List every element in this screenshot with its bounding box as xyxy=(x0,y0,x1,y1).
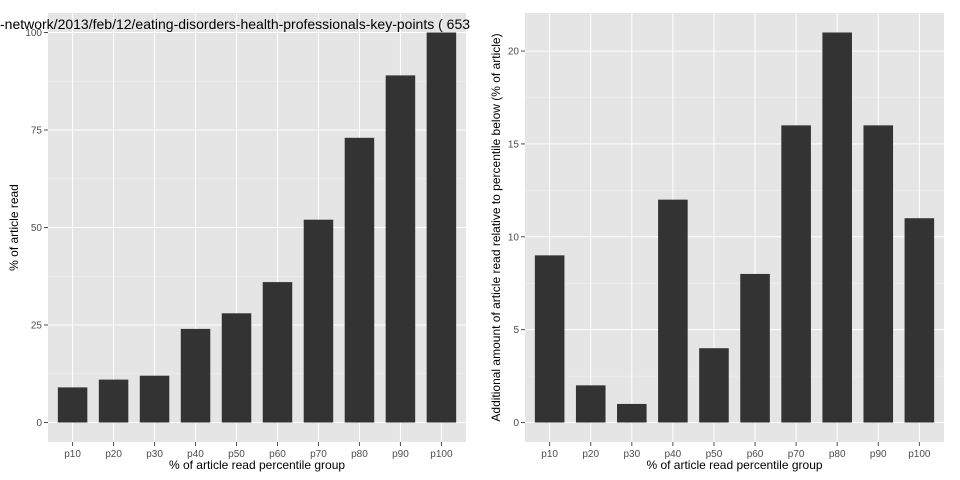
x-tick-label: p80 xyxy=(351,449,368,460)
y-tick-label: 0 xyxy=(36,418,42,429)
bar-p40 xyxy=(658,199,688,423)
x-tick-label: p70 xyxy=(788,449,805,460)
y-axis-title: % of article read xyxy=(7,184,21,271)
x-tick-label: p100 xyxy=(430,449,453,460)
x-tick-label: p70 xyxy=(310,449,327,460)
bar-p80 xyxy=(822,32,852,423)
bar-p70 xyxy=(781,125,811,423)
x-tick-label: p80 xyxy=(829,449,846,460)
x-axis-title: % of article read percentile group xyxy=(646,458,822,472)
chart-panel-2: 0 5 10 15 20 p10 p20 p30 p40 p50 p60 p70 p80 p90 p100%… xyxy=(489,13,944,472)
x-tick-label: p90 xyxy=(870,449,887,460)
x-tick-label: p50 xyxy=(228,449,245,460)
x-axis-title: % of article read percentile group xyxy=(169,458,345,472)
bar-p90 xyxy=(385,75,416,423)
y-axis-title: Additional amount of article read relati… xyxy=(489,33,503,421)
x-tick-label: p10 xyxy=(64,449,81,460)
bar-p20 xyxy=(98,379,129,423)
x-tick-label: p10 xyxy=(541,449,558,460)
bar-p70 xyxy=(303,219,334,423)
x-tick-label: p30 xyxy=(146,449,163,460)
x-tick-label: p20 xyxy=(105,449,122,460)
x-tick-label: p40 xyxy=(187,449,204,460)
x-tick-label: p30 xyxy=(623,449,640,460)
bar-p100 xyxy=(904,218,935,423)
bar-p100 xyxy=(426,32,457,423)
y-tick-label: 25 xyxy=(31,321,43,332)
y-tick-label: 50 xyxy=(31,223,43,234)
bar-p90 xyxy=(863,125,894,423)
y-tick-label: 15 xyxy=(508,139,520,150)
bar-p60 xyxy=(262,282,293,423)
bar-p30 xyxy=(617,403,647,423)
y-tick-label: 20 xyxy=(508,47,520,58)
x-tick-label: p60 xyxy=(747,449,764,460)
x-tick-label: p50 xyxy=(706,449,723,460)
chart-panel-1: 0 25 50 75 100 p10 p20 p30 p40 p50 p60 p70 p80 p90 p10… xyxy=(7,13,466,472)
bar-p20 xyxy=(575,385,606,423)
bar-p40 xyxy=(180,328,211,423)
page-title: -network/2013/feb/12/eating-disorders-he… xyxy=(0,16,470,32)
bar-p50 xyxy=(699,348,729,423)
x-tick-label: p40 xyxy=(665,449,682,460)
bar-p10 xyxy=(57,387,88,423)
y-tick-label: 10 xyxy=(508,232,520,243)
y-tick-label: 75 xyxy=(31,126,43,137)
x-tick-label: p90 xyxy=(392,449,409,460)
bar-p50 xyxy=(221,313,252,423)
bar-p10 xyxy=(534,255,565,423)
x-tick-label: p60 xyxy=(269,449,286,460)
x-tick-label: p20 xyxy=(582,449,599,460)
y-tick-label: 100 xyxy=(25,28,42,39)
y-tick-label: 5 xyxy=(513,325,519,336)
bar-p30 xyxy=(139,375,170,423)
bar-p80 xyxy=(344,137,375,423)
y-tick-label: 0 xyxy=(513,418,519,429)
x-tick-label: p100 xyxy=(908,449,931,460)
bar-p60 xyxy=(740,273,770,423)
